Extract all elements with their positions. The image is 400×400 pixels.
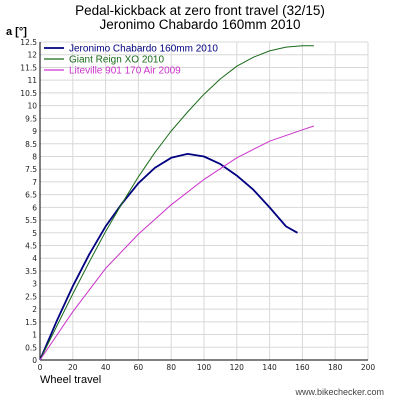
tick-labels: 0 20 40 60 80 100 120 140 160 180 20000.511.522.53… [20,38,375,372]
y-tick-label: 2.5 [25,292,37,301]
chart-title: Pedal-kickback at zero front travel (32/… [75,3,325,18]
y-tick-label: 8.5 [25,140,37,149]
y-tick-label: 5 [32,229,37,238]
x-tick-label: 100 [197,363,212,372]
y-tick-label: 7.5 [25,165,37,174]
legend-label-3: Liteville 901 170 Air 2009 [69,66,181,77]
y-tick-label: 11 [27,76,37,85]
legend-label-2: Giant Reign XO 2010 [69,55,164,66]
x-tick-label: 180 [328,363,343,372]
x-tick-label: 20 [68,363,78,372]
y-tick-label: 10 [27,102,37,111]
series-line-1 [39,152,298,361]
y-tick-label: 10.5 [20,89,37,98]
x-tick-label: 120 [230,363,245,372]
y-tick-label: 1.5 [25,318,37,327]
x-tick-label: 40 [101,363,111,372]
series-line-3 [39,125,315,361]
x-tick-label: 60 [134,363,144,372]
watermark: www.bikechecker.com [295,387,384,397]
y-tick-label: 4.5 [25,242,37,251]
x-tick-label: 0 [38,363,43,372]
legend-label-1: Jeronimo Chabardo 160mm 2010 [69,44,218,55]
axes [39,42,368,361]
y-tick-label: 1 [32,331,37,340]
x-tick-label: 160 [295,363,310,372]
x-axis-label: Wheel travel [40,374,102,386]
y-tick-label: 8 [32,152,37,161]
y-tick-label: 0 [32,356,37,365]
y-tick-label: 3.5 [25,267,37,276]
y-tick-label: 4 [32,254,37,263]
series-lines [39,45,315,361]
y-tick-label: 9 [32,127,37,136]
y-tick-label: 7 [32,178,37,187]
y-tick-label: 12.5 [20,38,37,47]
x-tick-label: 140 [262,363,277,372]
x-tick-label: 200 [361,363,376,372]
y-tick-label: 6.5 [25,191,37,200]
y-tick-label: 11.5 [20,63,37,72]
grid [40,41,369,360]
y-tick-label: 3 [32,280,37,289]
y-axis-label: a [°] [6,26,27,38]
y-tick-label: 9.5 [25,114,37,123]
y-tick-label: 5.5 [25,216,37,225]
chart-subtitle: Jeronimo Chabardo 160mm 2010 [99,17,301,32]
y-tick-label: 6 [32,203,37,212]
y-tick-label: 2 [32,305,37,314]
series-line-2 [39,45,314,361]
y-tick-label: 12 [27,51,37,60]
x-tick-label: 80 [166,363,176,372]
y-tick-label: 0.5 [25,343,37,352]
